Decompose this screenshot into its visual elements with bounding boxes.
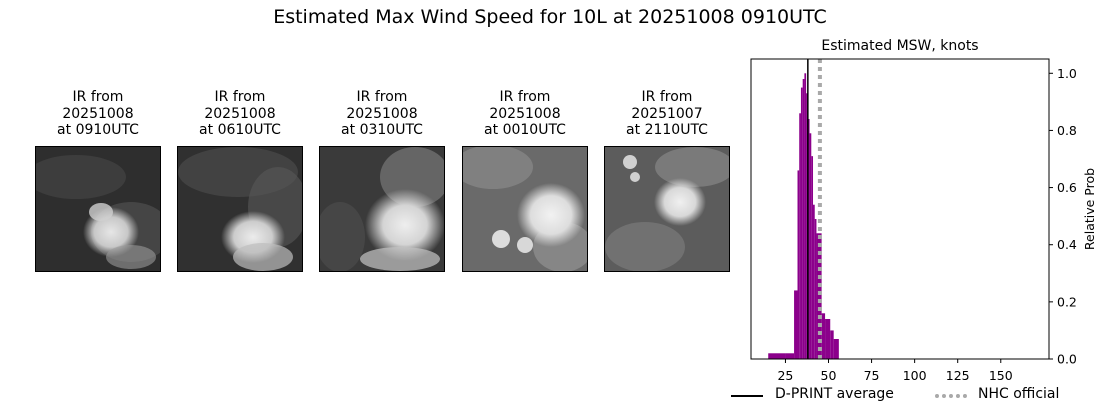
histogram-bar [785, 353, 795, 359]
caption-line: 20251007 [631, 105, 703, 122]
y-axis-ticks: 0.0 0.2 0.4 0.6 0.8 1.0 [1049, 66, 1077, 367]
x-axis-ticks: 25 50 75 100 125 150 [777, 359, 1013, 383]
ir-satellite-image [177, 146, 303, 272]
ir-panel-caption: IR from 20251008 at 0610UTC [177, 89, 303, 141]
ir-panel-caption: IR from 20251008 at 0910UTC [35, 89, 161, 141]
histogram-bar [816, 233, 822, 359]
y-tick-label: 0.0 [1057, 352, 1077, 367]
histogram-bar [814, 219, 817, 359]
caption-line: IR from [499, 89, 551, 105]
ir-satellite-image [604, 146, 730, 272]
caption-line: 20251008 [346, 105, 418, 122]
histogram-bar [806, 93, 808, 360]
ir-panel-5: IR from 20251007 at 2110UTC [604, 89, 730, 272]
histogram-bar [800, 87, 803, 360]
histogram-bar [807, 119, 810, 359]
legend-label-nhc: NHC official [978, 386, 1060, 402]
ir-panel-caption: IR from 20251007 at 2110UTC [604, 89, 730, 141]
histogram-bar [809, 133, 812, 359]
x-tick-label: 100 [903, 368, 927, 383]
caption-line: at 2110UTC [626, 122, 708, 138]
caption-line: IR from [214, 89, 266, 105]
ir-satellite-image [319, 146, 445, 272]
ir-satellite-image [35, 146, 161, 272]
plot-frame [750, 58, 1050, 360]
main-title: Estimated Max Wind Speed for 10L at 2025… [273, 6, 827, 28]
y-tick-label: 1.0 [1057, 66, 1077, 81]
histogram-bar [768, 353, 786, 359]
y-tick-label: 0.2 [1057, 294, 1077, 309]
caption-line: IR from [641, 89, 693, 105]
x-tick-label: 75 [864, 368, 880, 383]
y-tick-label: 0.8 [1057, 123, 1077, 138]
histogram-bar [833, 339, 839, 359]
ir-panel-3: IR from 20251008 at 0310UTC [319, 89, 445, 272]
chart-title: Estimated MSW, knots [821, 38, 978, 54]
ir-panel-caption: IR from 20251008 at 0310UTC [319, 89, 445, 141]
x-tick-label: 50 [821, 368, 837, 383]
ir-panel-1: IR from 20251008 at 0910UTC [35, 89, 161, 272]
caption-line: 20251008 [489, 105, 561, 122]
histogram-bar [821, 313, 826, 359]
caption-line: 20251008 [204, 105, 276, 122]
caption-line: at 0310UTC [341, 122, 423, 138]
histogram-bar [825, 319, 831, 359]
caption-line: at 0010UTC [484, 122, 566, 138]
x-tick-label: 125 [946, 368, 970, 383]
ir-panel-2: IR from 20251008 at 0610UTC [177, 89, 303, 272]
y-tick-label: 0.4 [1057, 237, 1077, 252]
legend-label-dprint: D-PRINT average [775, 386, 894, 402]
ir-panel-4: IR from 20251008 at 0010UTC [462, 89, 588, 272]
reference-lines [807, 59, 822, 359]
histogram-bar [804, 73, 807, 360]
caption-line: at 0610UTC [199, 122, 281, 138]
histogram-bar [830, 330, 834, 359]
histogram-bar [797, 170, 800, 359]
caption-line: at 0910UTC [57, 122, 139, 138]
ir-satellite-image [462, 146, 588, 272]
histogram-bar [794, 290, 798, 359]
histogram-bar [799, 113, 801, 360]
histogram-bars [768, 73, 839, 360]
x-tick-label: 25 [777, 368, 793, 383]
x-tick-label: 150 [989, 368, 1013, 383]
caption-line: IR from [356, 89, 408, 105]
histogram-bar [802, 79, 805, 359]
dprint-line-swatch [731, 395, 763, 397]
ir-panel-caption: IR from 20251008 at 0010UTC [462, 89, 588, 141]
nhc-line-swatch [935, 394, 967, 398]
histogram-bar [813, 204, 815, 359]
histogram-bar [811, 156, 814, 359]
caption-line: 20251008 [62, 105, 134, 122]
y-tick-label: 0.6 [1057, 180, 1077, 195]
caption-line: IR from [72, 89, 124, 105]
y-axis-label: Relative Prob [1082, 168, 1097, 250]
